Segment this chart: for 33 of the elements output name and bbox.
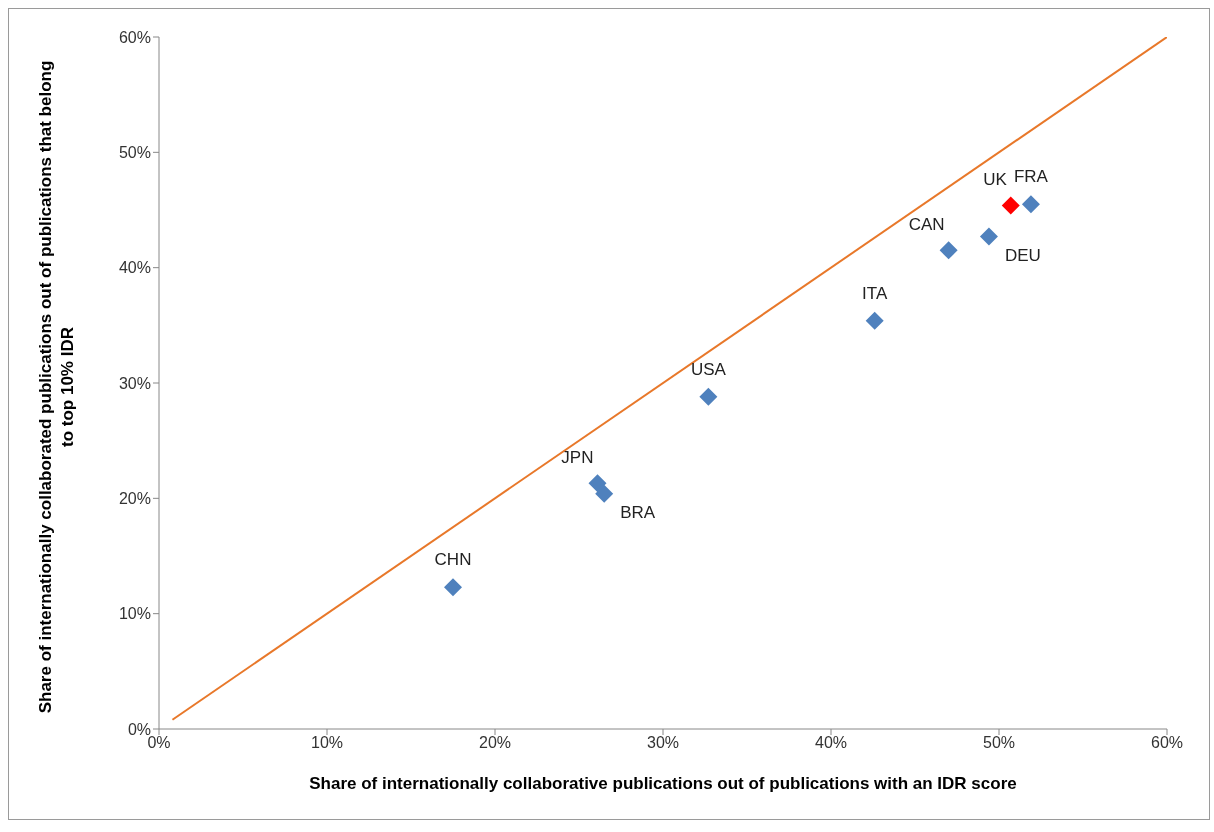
- point: [444, 578, 462, 597]
- x-tick-label: 10%: [310, 734, 344, 752]
- y-tick-label: 60%: [118, 28, 151, 46]
- y-tick-label: 30%: [118, 374, 151, 392]
- annotation: JPN: [561, 448, 594, 468]
- y-tick-label: 40%: [118, 259, 151, 277]
- annotation: FRA: [1013, 167, 1049, 187]
- x-tick-label: 30%: [646, 734, 680, 752]
- x-axis-title: Share of internationally collaborative publications out of publications with an IDR score: [309, 774, 1017, 793]
- x-tick-label: 40%: [814, 734, 848, 752]
- x-tick-label: 0%: [147, 734, 171, 752]
- point: [865, 311, 884, 330]
- y-tick-label: 50%: [118, 144, 151, 162]
- annotation: ITA: [862, 283, 888, 303]
- y-axis-title: Share of internationally collaborated publications out of publications that belong to top 10% IDR: [35, 59, 78, 716]
- point: [1001, 196, 1020, 215]
- x-tick-label: 20%: [478, 734, 512, 752]
- point: [699, 387, 718, 406]
- annotation: BRA: [620, 502, 656, 522]
- annotation: CHN: [434, 550, 472, 570]
- y-tick-label: 10%: [118, 605, 151, 623]
- annotation: CAN: [908, 215, 945, 235]
- point: [939, 241, 958, 260]
- x-tick-label: 50%: [982, 734, 1016, 752]
- point: [588, 474, 607, 493]
- annotation: UK: [983, 170, 1008, 190]
- point: [595, 484, 614, 503]
- y-tick-label: 20%: [118, 490, 151, 508]
- annotation: USA: [690, 359, 727, 379]
- point: [979, 227, 998, 246]
- point: [1021, 195, 1040, 214]
- x-tick-label: 60%: [1150, 734, 1184, 752]
- annotation: DEU: [1004, 245, 1041, 265]
